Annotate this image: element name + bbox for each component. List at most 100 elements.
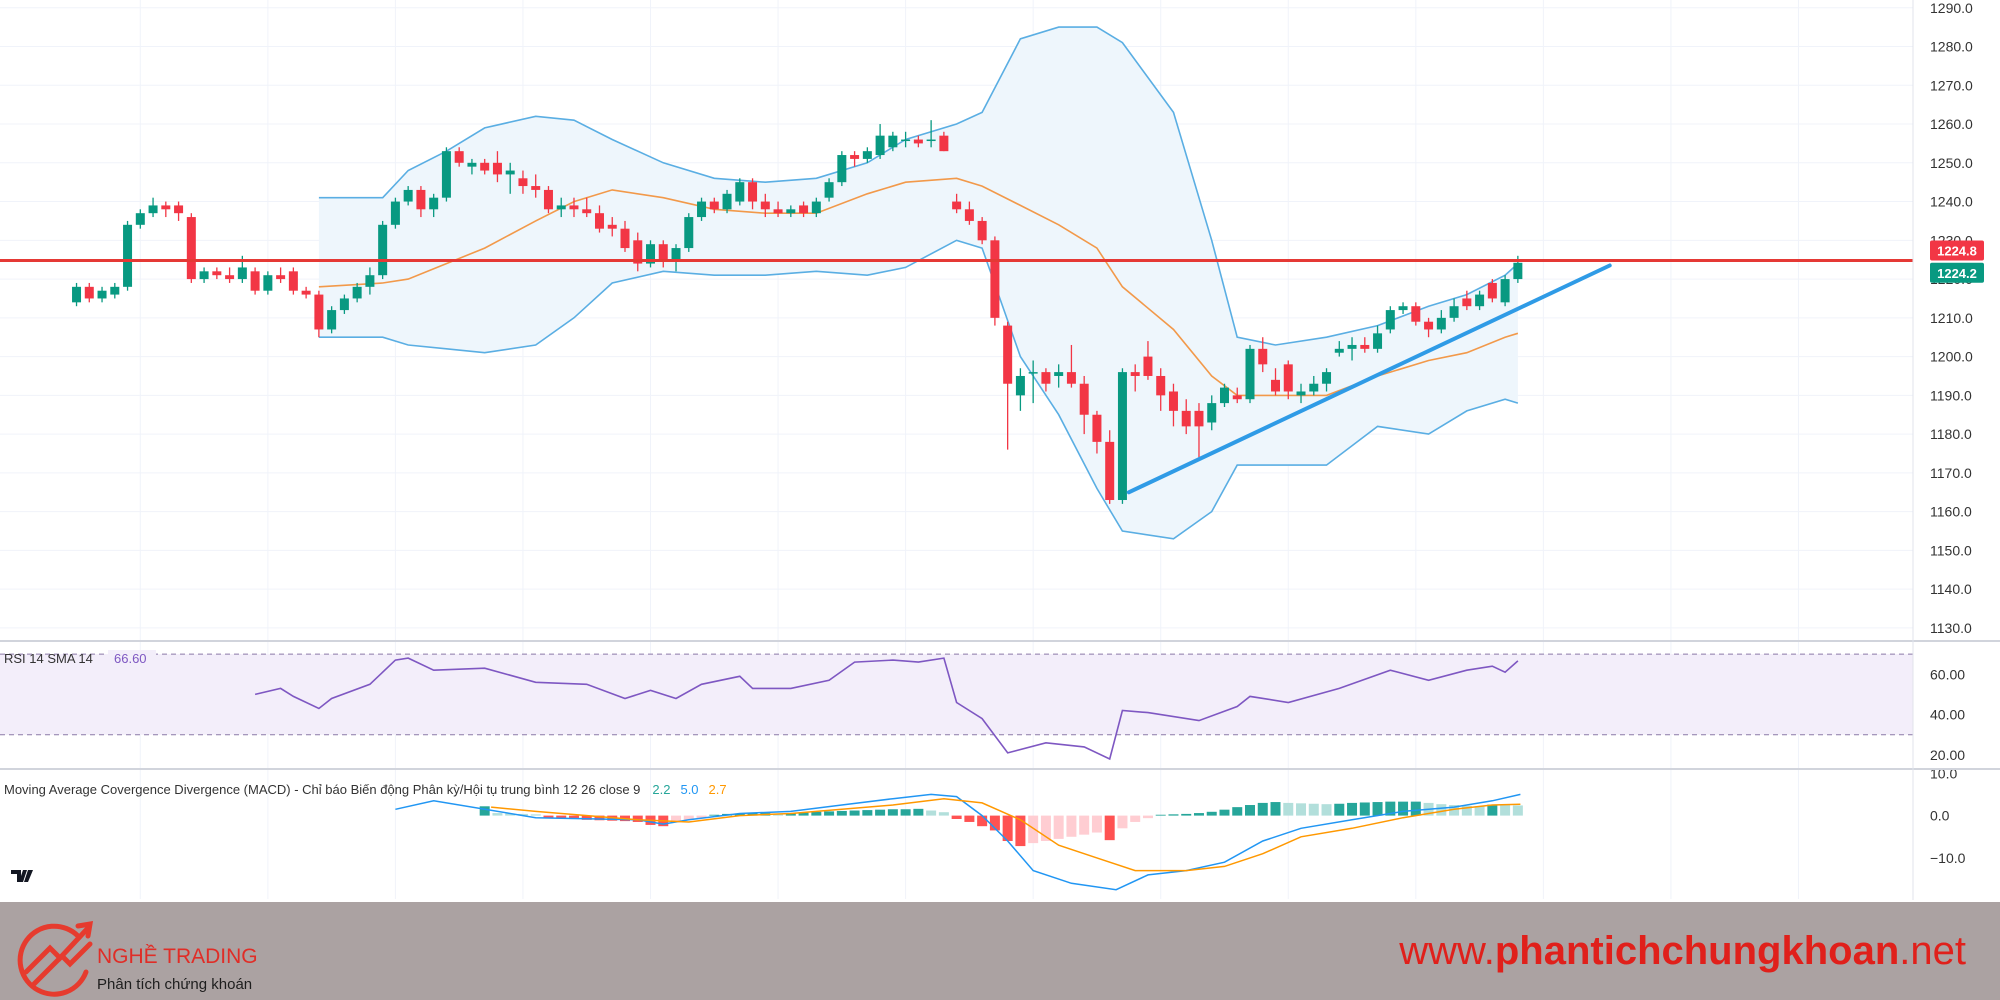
candle-body [735,182,745,202]
histogram-bar [811,811,822,816]
candle-body [186,217,196,280]
candle-body [276,275,286,280]
footer: NGHỀ TRADING Phân tích chứng khoán www.p… [0,902,2000,1000]
candle-body [569,205,579,210]
histogram-bar [1398,801,1409,816]
macd-legend-value: 2.7 [709,782,727,797]
candle-body [480,162,490,171]
candle-body [352,286,362,299]
y-tick-label: 1240.0 [1930,194,1973,210]
histogram-bar [1168,814,1179,816]
candle-body [709,201,719,210]
y-tick-label: 1180.0 [1930,426,1972,442]
candle-body [1168,391,1178,411]
histogram-bar [1410,801,1421,816]
histogram-bar [875,809,886,816]
histogram-bar [594,815,605,821]
candle-body [467,162,477,167]
tv-logo-shape [11,870,33,882]
candle-body [72,286,82,303]
histogram-bar [964,815,975,822]
histogram-bar [1461,805,1472,816]
candle-body [1296,391,1306,396]
histogram-bar [1053,815,1064,839]
histogram-bar [1219,809,1230,816]
histogram-bar [632,815,643,822]
candle-body [824,182,834,198]
histogram-bar [1474,806,1485,816]
band-middle [318,177,1519,397]
candle-body [990,240,1000,318]
plot-layer: 1130.0 1140.0 1150.0 1160.0 1170.0 1180.0 1190… [0,0,2000,900]
histogram-bar [568,815,579,819]
candle-body [875,135,885,156]
candle-body [441,151,451,198]
histogram-bar [1347,802,1358,816]
histogram-bar [1449,805,1460,816]
candle-body [952,201,962,210]
candle-body [760,201,770,210]
histogram-bar [1142,815,1153,819]
histogram-bar [1257,802,1268,816]
candle-body [429,197,439,210]
rsi-band-fill [0,654,1913,735]
histogram-bar [1372,802,1383,816]
candle-body [1066,372,1076,384]
candle-body [390,201,400,225]
price-marker-bg [1930,262,1984,283]
candle-body [1156,375,1166,396]
y-tick-label: 1190.0 [1930,387,1972,403]
candle-body [607,224,617,229]
rsi-line [254,657,1519,761]
candle-body [1283,364,1293,392]
price-marker-label: 1224.8 [1937,243,1977,258]
candle-body [1436,317,1446,330]
rsi-title: RSI 14 SMA 14 [4,651,93,666]
histogram-bar [1436,804,1447,816]
candle-body [964,209,974,221]
histogram-bar [1283,802,1294,816]
histogram-bar [1296,803,1307,816]
histogram-bar [696,815,707,819]
price-marker-label: 1224.2 [1937,266,1977,281]
candle-body [1398,306,1408,311]
candle-body [684,217,694,249]
brand-name: NGHỀ TRADING [97,945,258,968]
candle-body [135,213,145,225]
candle-body [301,290,311,295]
histogram-bar [1193,813,1204,816]
histogram-bar [1270,802,1281,816]
candle-body [505,170,515,175]
candle-body [314,294,324,330]
macd-legend-value: 2.2 [652,782,670,797]
histogram-bar [849,810,860,816]
y-tick-label: 1200.0 [1930,349,1973,365]
candle-body [339,298,349,311]
histogram-bar [1015,815,1026,847]
candle-body [531,186,541,190]
candle-body [416,189,426,210]
macd-legend-value: 5.0 [680,782,698,797]
candle-body [1322,372,1332,384]
candle-body [913,139,923,144]
histogram-bar [1181,813,1192,816]
candle-body [250,271,260,291]
candle-body [1334,348,1344,353]
candle-body [454,151,464,163]
candle-body [1475,294,1485,307]
band-upper [318,26,1519,346]
y-tick-label: 1130.0 [1930,620,1972,636]
candle-body [212,271,222,276]
tv-logo [11,870,33,882]
histogram-bar [1066,815,1077,837]
histogram-bar [530,814,541,816]
histogram-bar [556,815,567,819]
macd-title: Moving Average Covergence Divergence (MA… [4,782,640,797]
logo-arrow-head [75,920,94,939]
y-tick-label: 1150.0 [1930,542,1972,558]
histogram-bar [798,812,809,816]
candle-body [1207,403,1217,423]
y-tick-label: 1160.0 [1930,504,1972,520]
